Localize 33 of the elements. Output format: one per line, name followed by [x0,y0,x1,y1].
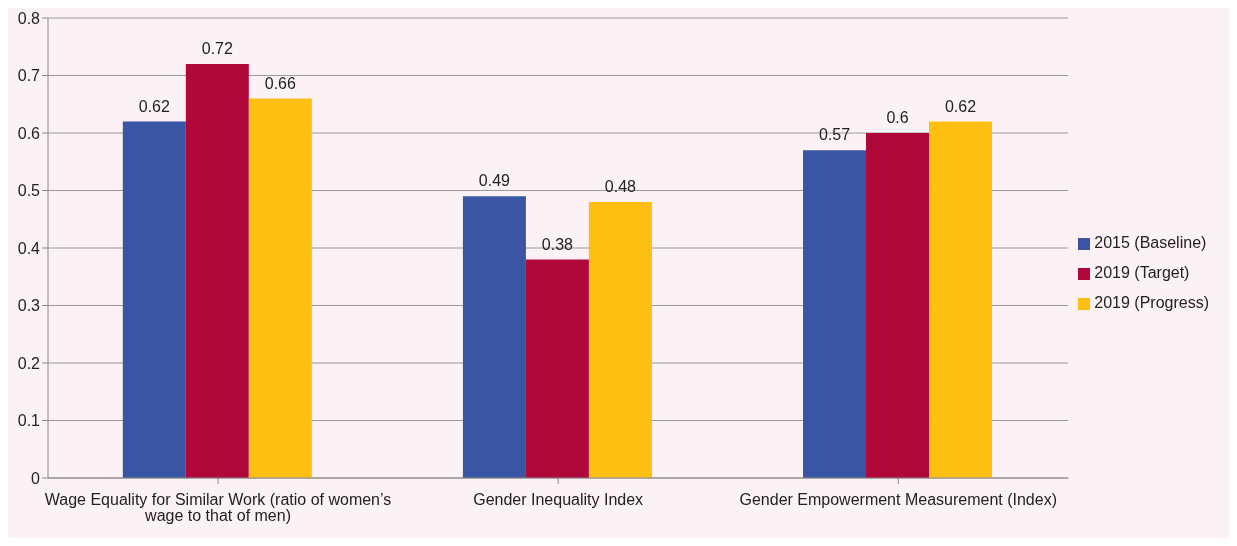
x-tick-label: Gender Empowerment Measurement (Index) [739,491,1057,509]
x-tick-label: Gender Inequality Index [473,491,644,509]
bar [185,64,249,478]
bar [248,98,312,478]
y-tick-label: 0.4 [17,239,41,257]
legend-label: 2019 (Progress) [1094,294,1209,311]
y-tick-label: 0.2 [17,354,41,372]
x-tick-label: Wage Equality for Similar Work (ratio of women’s wage to that of men) [44,491,392,525]
y-tick-label: 0.8 [17,9,41,27]
bar [803,150,867,478]
bar [122,121,186,478]
data-label: 0.72 [201,40,233,57]
y-tick-label: 0 [31,469,41,487]
data-label: 0.48 [604,178,637,195]
legend-label: 2019 (Target) [1094,264,1190,281]
data-label: 0.62 [138,97,170,115]
bar [588,202,652,478]
legend-label: 2015 (Baseline) [1094,234,1207,251]
bar [462,196,526,478]
bar [525,259,589,478]
y-tick-label: 0.1 [17,412,41,430]
data-label: 0.38 [541,235,574,253]
data-label: 0.66 [264,74,296,92]
data-label: 0.57 [818,126,851,144]
data-label: 0.6 [886,109,909,126]
y-tick-label: 0.7 [17,67,41,85]
y-tick-label: 0.6 [17,124,41,142]
y-tick-label: 0.3 [17,297,41,315]
data-label: 0.49 [478,172,511,190]
y-tick-label: 0.5 [17,182,41,200]
bar [866,133,930,478]
data-label: 0.62 [944,97,977,115]
bar [929,121,993,478]
